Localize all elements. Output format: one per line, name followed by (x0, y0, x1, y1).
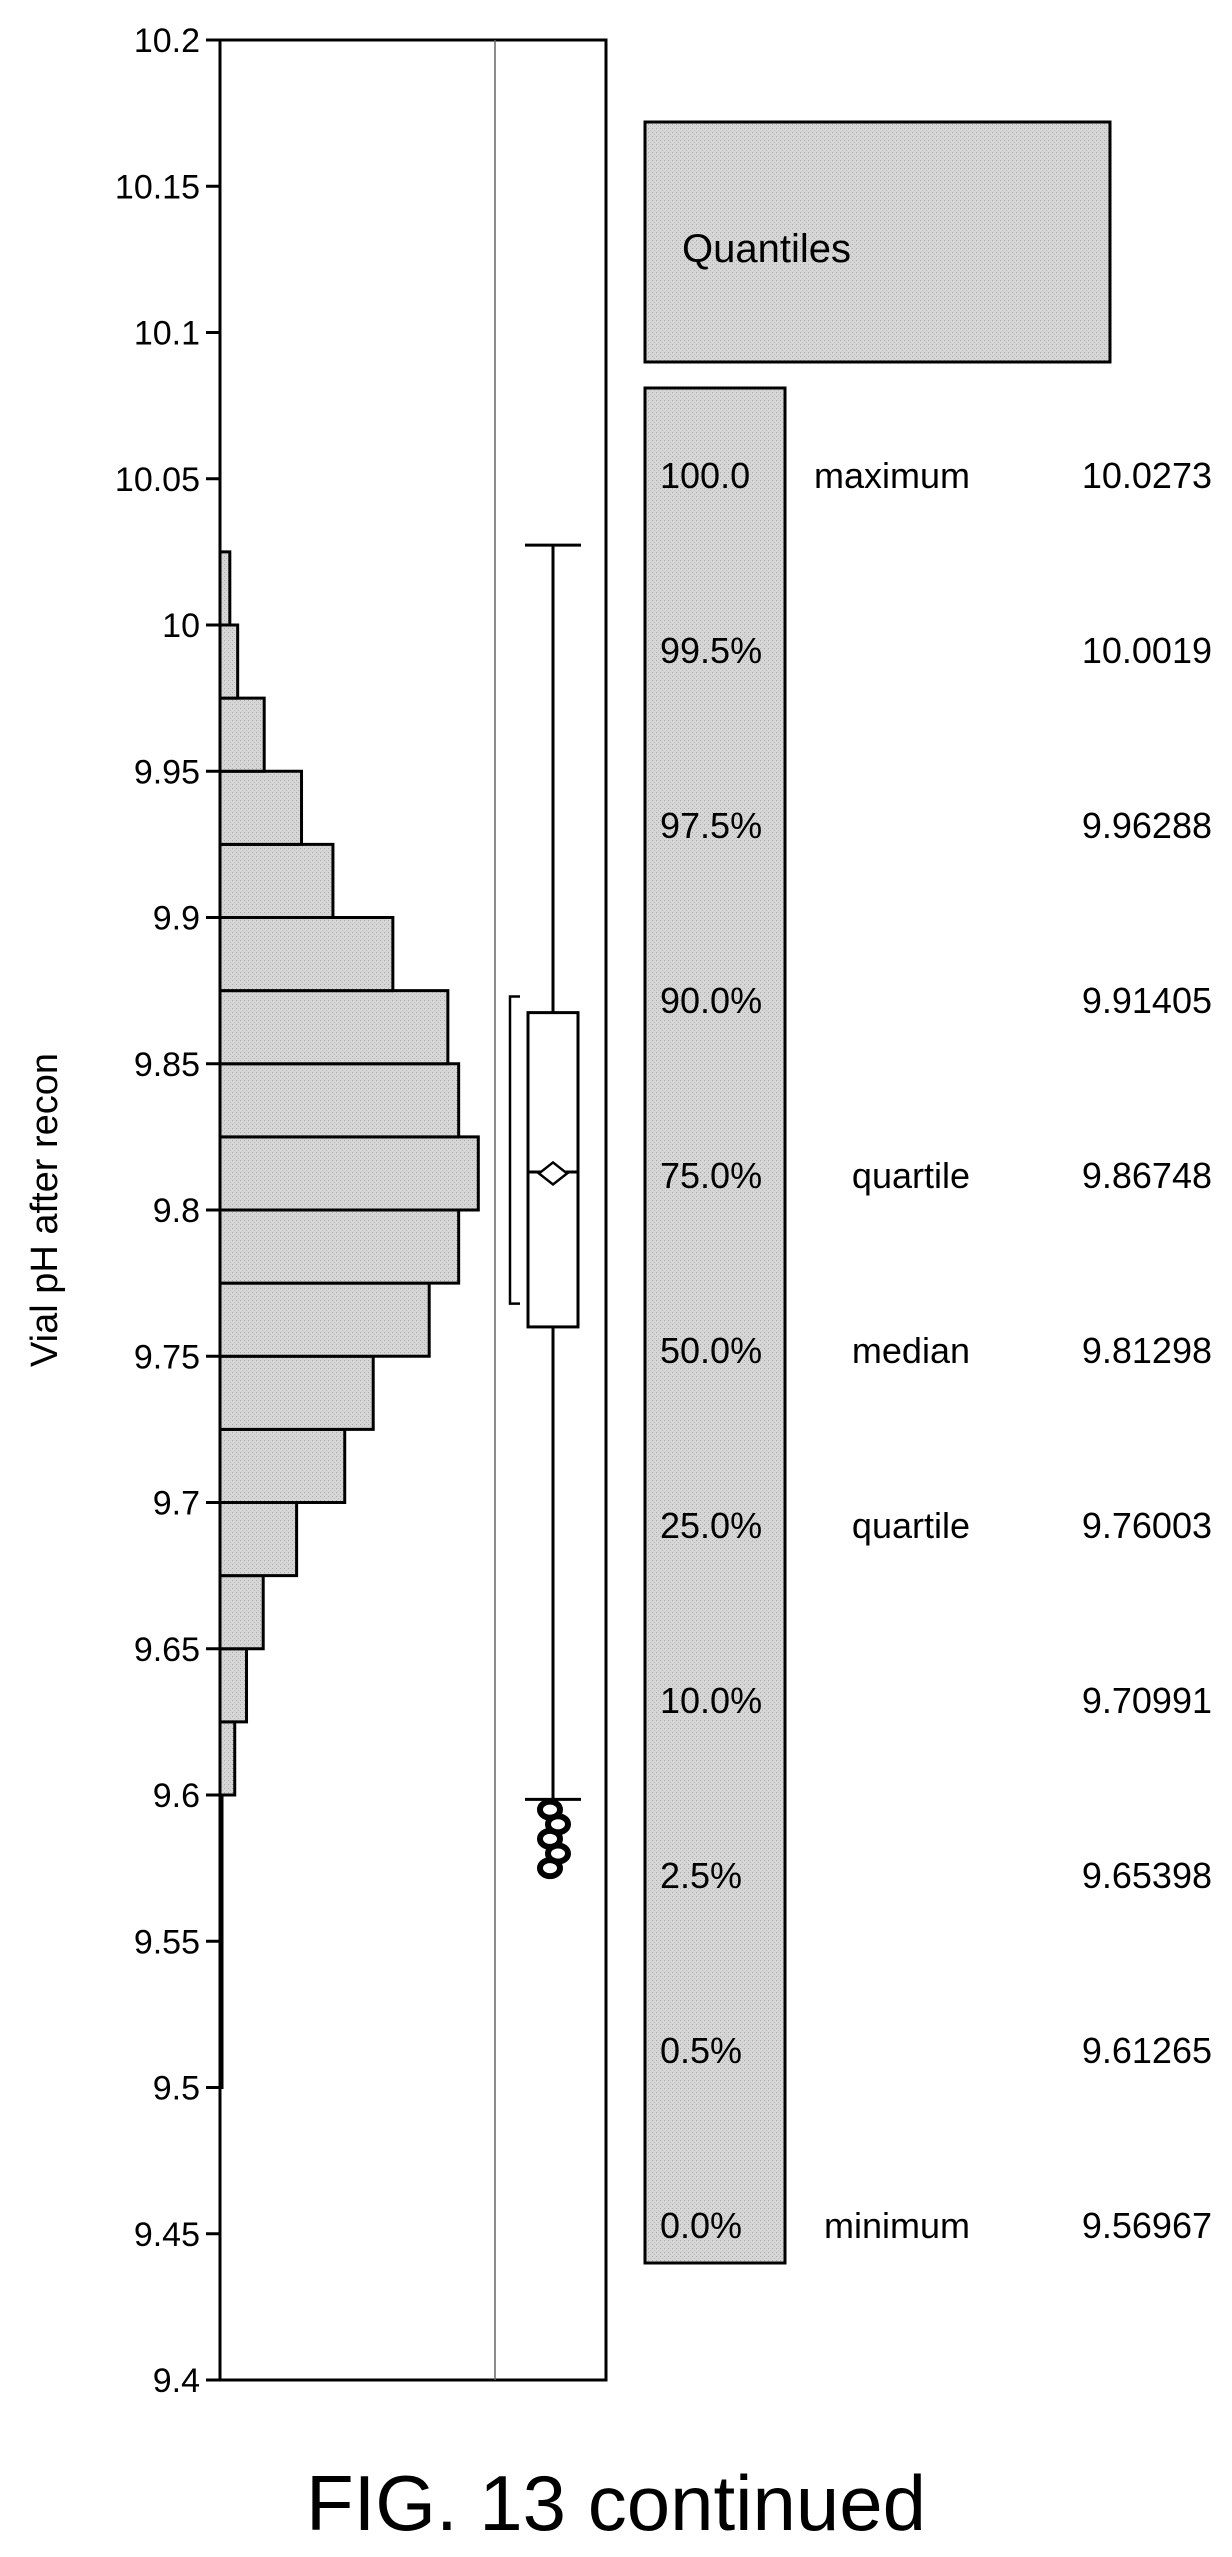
quantile-percent: 0.0% (660, 2205, 742, 2246)
y-tick-label: 9.65 (134, 1631, 200, 1669)
histogram-bar (218, 1501, 299, 1578)
quantile-percent: 25.0% (660, 1505, 762, 1546)
quantile-value: 9.56967 (1082, 2205, 1212, 2246)
y-tick-label: 10.05 (115, 461, 200, 499)
y-tick-label: 9.5 (153, 2070, 200, 2108)
quantile-value: 9.91405 (1082, 980, 1212, 1021)
mean-diamond (536, 1160, 570, 1187)
y-tick-label: 9.4 (153, 2362, 200, 2400)
quantile-value: 9.96288 (1082, 805, 1212, 846)
box-plot (508, 543, 581, 1880)
histogram-bar (218, 1574, 265, 1651)
quantile-label: median (852, 1330, 970, 1371)
quantile-label: quartile (852, 1505, 970, 1546)
histogram-bar (218, 1135, 480, 1212)
quantile-value: 9.76003 (1082, 1505, 1212, 1546)
y-tick-label: 9.7 (153, 1485, 200, 1523)
quantile-percent: 2.5% (660, 1855, 742, 1896)
y-tick-label: 9.55 (134, 1923, 200, 1961)
y-tick-label: 9.45 (134, 2216, 200, 2254)
y-axis-label: Vial pH after recon (24, 1053, 66, 1367)
quantile-percent: 50.0% (660, 1330, 762, 1371)
histogram-bar (218, 769, 304, 846)
histogram-bars (218, 550, 480, 2089)
quantile-value: 10.0273 (1082, 455, 1212, 496)
quantile-percent: 100.0 (660, 455, 750, 496)
histogram-bar (218, 550, 232, 627)
y-tick-label: 10.1 (134, 315, 200, 353)
y-tick-label: 9.9 (153, 900, 200, 938)
histogram-bar (218, 1208, 461, 1285)
quantiles-table: 100.0 maximum 10.0273 99.5% 10.0019 97.5% 9.96… (660, 455, 1212, 2246)
y-tick-label: 10 (162, 607, 200, 645)
outlier-point (537, 1798, 563, 1821)
quantile-percent: 97.5% (660, 805, 762, 846)
histogram-bar (218, 623, 240, 700)
quantile-value: 9.81298 (1082, 1330, 1212, 1371)
y-tick-label: 9.6 (153, 1777, 200, 1815)
histogram-bar (218, 1720, 237, 1797)
quantile-percent: 90.0% (660, 980, 762, 1021)
y-tick-label: 10.2 (134, 22, 200, 60)
figure-caption: FIG. 13 continued (306, 2459, 926, 2547)
y-tick-label: 9.8 (153, 1192, 200, 1230)
quantiles-title-box (643, 120, 1112, 364)
quantile-value: 9.70991 (1082, 1680, 1212, 1721)
quantile-label: quartile (852, 1155, 970, 1196)
histogram-bar (218, 1427, 347, 1504)
histogram-bar (218, 842, 335, 919)
y-tick-label: 9.85 (134, 1046, 200, 1084)
histogram-bar (218, 916, 395, 993)
y-tick-label: 9.95 (134, 753, 200, 791)
histogram-bar (218, 989, 450, 1066)
y-axis: 10.2 10.15 10.1 10.05 10 9.95 9.9 9.85 9.8 9.75 9.… (115, 22, 220, 2400)
histogram-bar (218, 1354, 375, 1431)
quantile-label: maximum (814, 455, 970, 496)
quantile-label: minimum (824, 2205, 970, 2246)
histogram-bar (218, 1281, 431, 1358)
quantile-value: 9.61265 (1082, 2030, 1212, 2071)
quantile-percent: 10.0% (660, 1680, 762, 1721)
quantile-value: 10.0019 (1082, 630, 1212, 671)
quantiles-title: Quantiles (682, 227, 851, 271)
quantile-percent: 99.5% (660, 630, 762, 671)
quantiles-percent-column (643, 386, 787, 2265)
histogram-bar (218, 1793, 224, 2089)
quantile-percent: 75.0% (660, 1155, 762, 1196)
quantile-value: 9.65398 (1082, 1855, 1212, 1896)
y-tick-label: 10.15 (115, 168, 200, 206)
quantile-percent: 0.5% (660, 2030, 742, 2071)
histogram-bar (218, 1647, 249, 1724)
shortest-half-bracket (508, 995, 520, 1305)
quantile-value: 9.86748 (1082, 1155, 1212, 1196)
y-tick-label: 9.75 (134, 1338, 200, 1376)
histogram-bar (218, 1062, 461, 1139)
histogram-bar (218, 696, 266, 773)
